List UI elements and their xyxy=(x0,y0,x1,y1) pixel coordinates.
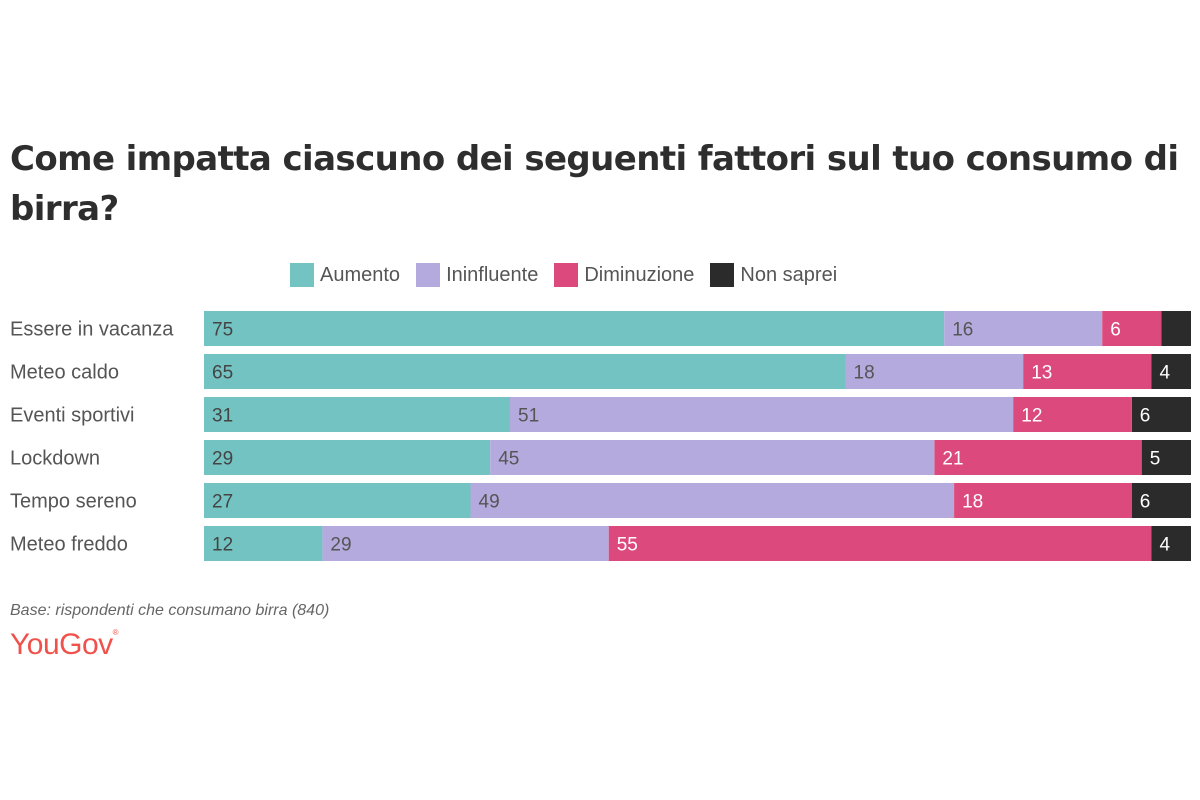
category-label-tempo-sereno: Tempo sereno xyxy=(10,491,137,513)
bar-ininfluente-meteo-freddo xyxy=(322,526,609,561)
bar-non-saprei-tempo-sereno xyxy=(1131,483,1191,518)
bar-ininfluente-meteo-caldo xyxy=(845,354,1024,389)
bar-non-saprei-lockdown xyxy=(1141,440,1191,475)
bar-aumento-meteo-freddo xyxy=(204,526,323,561)
data-label-ininfluente-lockdown: 45 xyxy=(498,449,519,470)
data-label-non-saprei-meteo-caldo: 4 xyxy=(1160,363,1171,384)
bar-aumento-meteo-caldo xyxy=(204,354,846,389)
legend-swatch-non-saprei xyxy=(710,263,735,287)
legend-item-non-saprei: Non saprei xyxy=(710,263,837,287)
bar-non-saprei-eventi-sportivi xyxy=(1131,397,1191,432)
bar-aumento-essere-in-vacanza xyxy=(204,311,945,346)
footnote: Base: rispondenti che consumano birra (8… xyxy=(10,602,330,619)
bar-aumento-tempo-sereno xyxy=(204,483,471,518)
bar-non-saprei-meteo-caldo xyxy=(1151,354,1191,389)
bar-aumento-eventi-sportivi xyxy=(204,397,510,432)
data-label-aumento-lockdown: 29 xyxy=(212,449,233,470)
bar-diminuzione-tempo-sereno xyxy=(954,483,1132,518)
legend-swatch-aumento xyxy=(290,263,314,287)
registered-mark: ® xyxy=(112,628,119,637)
legend-label-non-saprei: Non saprei xyxy=(740,263,838,286)
data-label-ininfluente-meteo-freddo: 29 xyxy=(330,535,351,556)
data-label-diminuzione-essere-in-vacanza: 6 xyxy=(1110,320,1121,341)
data-label-diminuzione-meteo-freddo: 55 xyxy=(617,535,638,556)
data-label-diminuzione-meteo-caldo: 13 xyxy=(1031,363,1052,384)
chart-title: Come impatta ciascuno dei seguenti fatto… xyxy=(10,139,1179,229)
legend-label-ininfluente: Ininfluente xyxy=(446,263,539,286)
data-label-diminuzione-eventi-sportivi: 12 xyxy=(1021,406,1042,427)
data-label-diminuzione-lockdown: 21 xyxy=(942,449,963,470)
bar-diminuzione-eventi-sportivi xyxy=(1013,397,1132,432)
data-label-ininfluente-meteo-caldo: 18 xyxy=(854,363,875,384)
legend-swatch-ininfluente xyxy=(416,263,441,287)
category-label-lockdown: Lockdown xyxy=(10,448,100,470)
data-label-diminuzione-tempo-sereno: 18 xyxy=(962,492,983,513)
data-label-aumento-meteo-freddo: 12 xyxy=(212,535,233,556)
data-label-ininfluente-tempo-sereno: 49 xyxy=(479,492,500,513)
bar-ininfluente-lockdown xyxy=(490,440,935,475)
bar-diminuzione-essere-in-vacanza xyxy=(1102,311,1162,346)
legend-item-aumento: Aumento xyxy=(290,263,400,287)
bar-diminuzione-lockdown xyxy=(934,440,1142,475)
bar-non-saprei-essere-in-vacanza xyxy=(1161,311,1191,346)
legend-label-aumento: Aumento xyxy=(320,263,401,286)
data-label-non-saprei-meteo-freddo: 4 xyxy=(1160,535,1171,556)
data-label-aumento-essere-in-vacanza: 75 xyxy=(212,320,233,341)
bar-non-saprei-meteo-freddo xyxy=(1151,526,1191,561)
category-label-meteo-freddo: Meteo freddo xyxy=(10,534,128,556)
data-label-aumento-meteo-caldo: 65 xyxy=(212,363,233,384)
category-label-eventi-sportivi: Eventi sportivi xyxy=(10,405,135,427)
legend-item-diminuzione: Diminuzione xyxy=(554,263,694,287)
legend-swatch-diminuzione xyxy=(554,263,579,287)
data-label-non-saprei-lockdown: 5 xyxy=(1150,449,1161,470)
brand-name: YouGov xyxy=(10,628,113,661)
yougov-logo: YouGov® xyxy=(10,628,119,662)
legend: Aumento Ininfluente Diminuzione Non sapr… xyxy=(290,262,853,288)
data-label-non-saprei-tempo-sereno: 6 xyxy=(1140,492,1151,513)
bar-ininfluente-essere-in-vacanza xyxy=(944,311,1103,346)
bar-ininfluente-eventi-sportivi xyxy=(510,397,1014,432)
data-label-ininfluente-essere-in-vacanza: 16 xyxy=(952,320,973,341)
legend-item-ininfluente: Ininfluente xyxy=(416,263,538,287)
bar-diminuzione-meteo-caldo xyxy=(1023,354,1152,389)
bar-aumento-lockdown xyxy=(204,440,491,475)
data-label-ininfluente-eventi-sportivi: 51 xyxy=(518,406,539,427)
data-label-non-saprei-eventi-sportivi: 6 xyxy=(1140,406,1151,427)
data-label-aumento-tempo-sereno: 27 xyxy=(212,492,233,513)
data-label-aumento-eventi-sportivi: 31 xyxy=(212,406,233,427)
category-label-essere-in-vacanza: Essere in vacanza xyxy=(10,319,174,341)
bar-diminuzione-meteo-freddo xyxy=(608,526,1152,561)
legend-label-diminuzione: Diminuzione xyxy=(584,263,695,286)
bar-ininfluente-tempo-sereno xyxy=(470,483,955,518)
category-label-meteo-caldo: Meteo caldo xyxy=(10,362,119,384)
